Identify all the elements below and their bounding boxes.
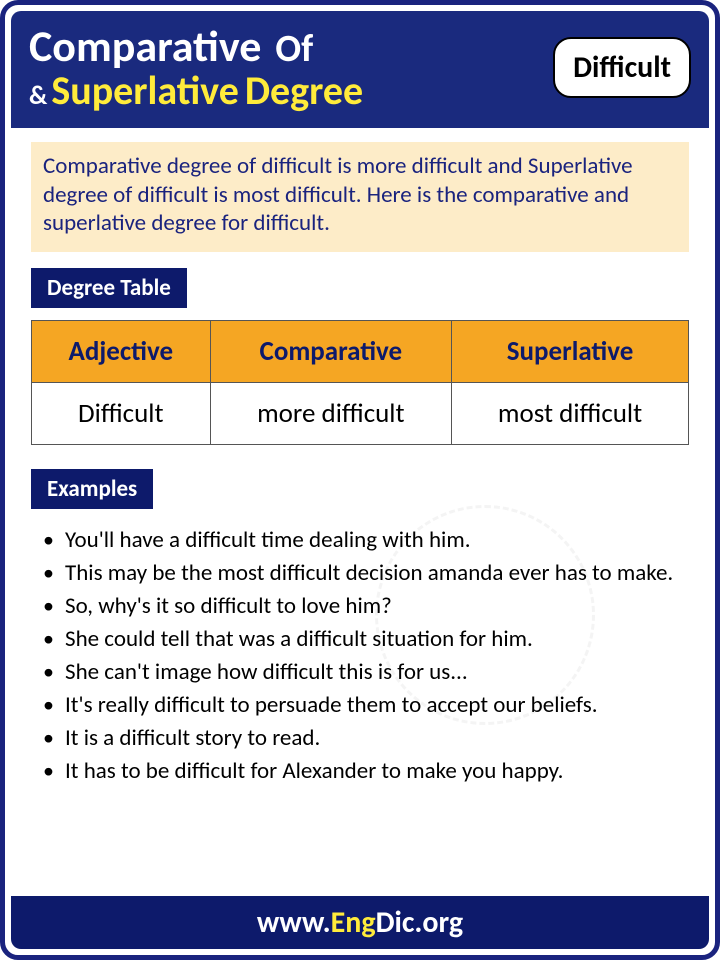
degree-table: Adjective Comparative Superlative Diffic…: [31, 320, 689, 445]
cell-superlative: most difficult: [452, 383, 689, 445]
list-item: It is a difficult story to read.: [37, 723, 689, 754]
header-title-block: Comparative Of & Superlative Degree: [29, 23, 363, 112]
degree-table-label: Degree Table: [31, 268, 187, 308]
title-superlative: Superlative: [51, 70, 239, 112]
cell-adjective: Difficult: [32, 383, 211, 445]
footer-prefix: www.: [257, 904, 331, 941]
footer-banner: www.EngDic.org: [11, 896, 709, 949]
th-comparative: Comparative: [210, 321, 452, 383]
title-of: Of: [275, 30, 313, 70]
list-item: You'll have a difficult time dealing wit…: [37, 525, 689, 556]
table-row: Difficult more difficult most difficult: [32, 383, 689, 445]
intro-text: Comparative degree of difficult is more …: [31, 142, 689, 252]
list-item: It has to be difficult for Alexander to …: [37, 756, 689, 787]
footer-brand: Eng: [331, 904, 376, 941]
list-item: So, why's it so difficult to love him?: [37, 591, 689, 622]
th-adjective: Adjective: [32, 321, 211, 383]
list-item: She can't image how difficult this is fo…: [37, 657, 689, 688]
list-item: It's really difficult to persuade them t…: [37, 690, 689, 721]
footer-suffix: Dic.org: [376, 904, 464, 941]
examples-label: Examples: [31, 469, 153, 509]
examples-list: You'll have a difficult time dealing wit…: [31, 521, 689, 787]
cell-comparative: more difficult: [210, 383, 452, 445]
content-area: Comparative degree of difficult is more …: [5, 128, 715, 788]
th-superlative: Superlative: [452, 321, 689, 383]
list-item: She could tell that was a difficult situ…: [37, 624, 689, 655]
title-amp: &: [29, 82, 47, 109]
header-banner: Comparative Of & Superlative Degree Diff…: [11, 11, 709, 128]
card-frame: Comparative Of & Superlative Degree Diff…: [0, 0, 720, 960]
title-comparative: Comparative: [29, 23, 261, 69]
word-badge: Difficult: [553, 37, 691, 98]
list-item: This may be the most difficult decision …: [37, 558, 689, 589]
title-degree: Degree: [245, 70, 363, 112]
